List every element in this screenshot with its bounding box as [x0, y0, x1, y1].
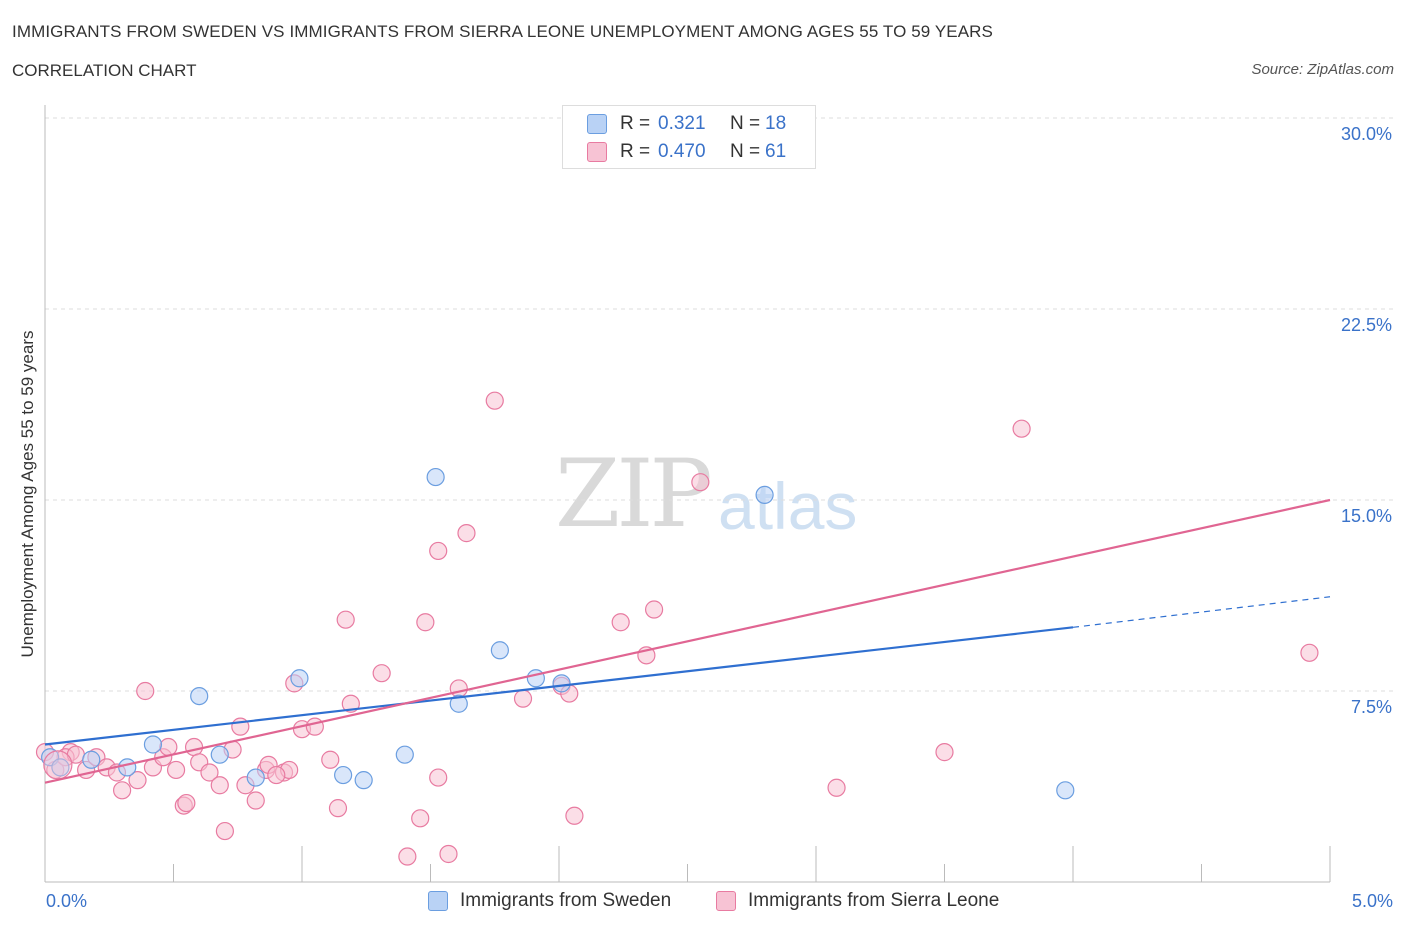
- point-sweden: [210, 745, 229, 764]
- point-sierra-leone: [1012, 419, 1031, 438]
- point-sierra-leone: [691, 473, 710, 492]
- x-tick-label-max: 5.0%: [1351, 891, 1393, 911]
- watermark-atlas: atlas: [718, 469, 858, 543]
- point-sierra-leone: [215, 821, 234, 841]
- point-sierra-leone: [159, 737, 178, 757]
- point-sierra-leone: [184, 737, 204, 757]
- point-sweden: [290, 669, 309, 688]
- point-sweden: [755, 485, 774, 505]
- x-tick-label-min: 0.0%: [46, 891, 88, 911]
- watermark-zip: ZIP: [555, 440, 713, 549]
- point-sierra-leone: [200, 763, 219, 782]
- data-points: [35, 391, 1319, 866]
- trend-line-sweden-extension: [1072, 596, 1331, 628]
- legend-swatch-sweden: [587, 114, 607, 134]
- chart-title: IMMIGRANTS FROM SWEDEN VS IMMIGRANTS FRO…: [12, 22, 993, 41]
- point-sierra-leone: [398, 847, 417, 866]
- correlation-legend: R = 0.321 N = 18 R = 0.470 N = 61: [562, 105, 816, 169]
- chart-subtitle: CORRELATION CHART: [12, 61, 197, 80]
- axes: [44, 105, 1331, 883]
- point-sierra-leone: [513, 689, 533, 708]
- y-axis-label: Unemployment Among Ages 55 to 59 years: [18, 330, 37, 658]
- point-sierra-leone: [565, 806, 584, 825]
- legend-r-label: R =: [620, 141, 651, 162]
- trend-line-sierra-leone: [44, 498, 1331, 784]
- legend-r-label: R =: [620, 113, 651, 134]
- point-sierra-leone: [246, 791, 265, 810]
- legend-n-label: N =: [730, 141, 761, 162]
- point-sierra-leone: [328, 799, 348, 818]
- point-sierra-leone: [305, 717, 324, 736]
- point-sweden: [449, 694, 468, 713]
- legend-n-value-sweden: 18: [765, 113, 787, 134]
- point-sweden: [354, 771, 373, 790]
- point-sierra-leone: [128, 771, 147, 790]
- legend-swatch-sierra-leone: [587, 142, 607, 162]
- point-sweden: [1056, 781, 1075, 800]
- point-sierra-leone: [827, 778, 846, 797]
- point-sweden: [143, 735, 163, 754]
- point-sierra-leone: [341, 694, 360, 713]
- point-sierra-leone: [416, 613, 435, 632]
- point-sierra-leone: [177, 793, 196, 813]
- bottom-legend-sweden: Immigrants from Sweden: [428, 888, 671, 914]
- point-sierra-leone: [166, 760, 186, 780]
- point-sierra-leone: [439, 844, 458, 864]
- y-tick-label: 15.0%: [1341, 506, 1392, 526]
- legend-r-value-sierra-leone: 0.470: [658, 141, 706, 162]
- point-sweden: [552, 674, 571, 693]
- point-sierra-leone: [43, 750, 73, 780]
- point-sierra-leone: [485, 391, 504, 410]
- grid-lines: [45, 117, 1395, 692]
- legend-r-value-sweden: 0.321: [658, 113, 706, 134]
- legend-row-sierra-leone: R = 0.470 N = 61: [587, 139, 786, 165]
- trend-line-sweden: [44, 626, 1074, 746]
- point-sweden: [490, 641, 509, 660]
- bottom-legend-swatch-sweden: [428, 891, 448, 911]
- point-sierra-leone: [429, 768, 448, 787]
- point-sierra-leone: [1300, 643, 1319, 662]
- point-sweden: [246, 768, 265, 787]
- y-tick-label: 7.5%: [1351, 697, 1392, 717]
- y-tick-label: 30.0%: [1341, 124, 1392, 144]
- bottom-legend-label-sweden: Immigrants from Sweden: [460, 890, 672, 911]
- trend-lines: [44, 498, 1331, 784]
- point-sierra-leone: [321, 750, 340, 769]
- bottom-legend-swatch-sierra-leone: [716, 891, 736, 911]
- legend-n-label: N =: [730, 113, 761, 134]
- point-sierra-leone: [372, 664, 391, 683]
- point-sweden: [395, 745, 414, 764]
- point-sierra-leone: [210, 776, 229, 795]
- point-sierra-leone: [112, 781, 132, 800]
- point-sierra-leone: [429, 541, 448, 561]
- point-sierra-leone: [136, 681, 155, 701]
- legend-n-value-sierra-leone: 61: [765, 141, 787, 162]
- point-sweden: [190, 686, 209, 706]
- point-sweden: [118, 758, 137, 777]
- source-attribution: Source: ZipAtlas.com: [1251, 61, 1394, 78]
- y-tick-labels: 7.5% 15.0% 22.5% 30.0%: [1341, 124, 1392, 717]
- y-tick-label: 22.5%: [1341, 315, 1392, 335]
- point-sierra-leone: [336, 610, 355, 629]
- point-sierra-leone: [935, 743, 954, 762]
- bottom-legend-label-sierra-leone: Immigrants from Sierra Leone: [748, 890, 1000, 911]
- legend-row-sweden: R = 0.321 N = 18: [587, 111, 786, 137]
- point-sweden: [51, 758, 70, 777]
- point-sierra-leone: [611, 613, 630, 632]
- point-sierra-leone: [457, 524, 476, 543]
- point-sierra-leone: [644, 600, 664, 619]
- bottom-legend-sierra-leone: Immigrants from Sierra Leone: [716, 888, 999, 914]
- point-sweden: [334, 765, 353, 785]
- point-sweden: [82, 750, 101, 769]
- point-sierra-leone: [449, 679, 468, 698]
- point-sierra-leone: [267, 765, 286, 785]
- point-sierra-leone: [411, 809, 430, 828]
- point-sweden: [426, 467, 445, 487]
